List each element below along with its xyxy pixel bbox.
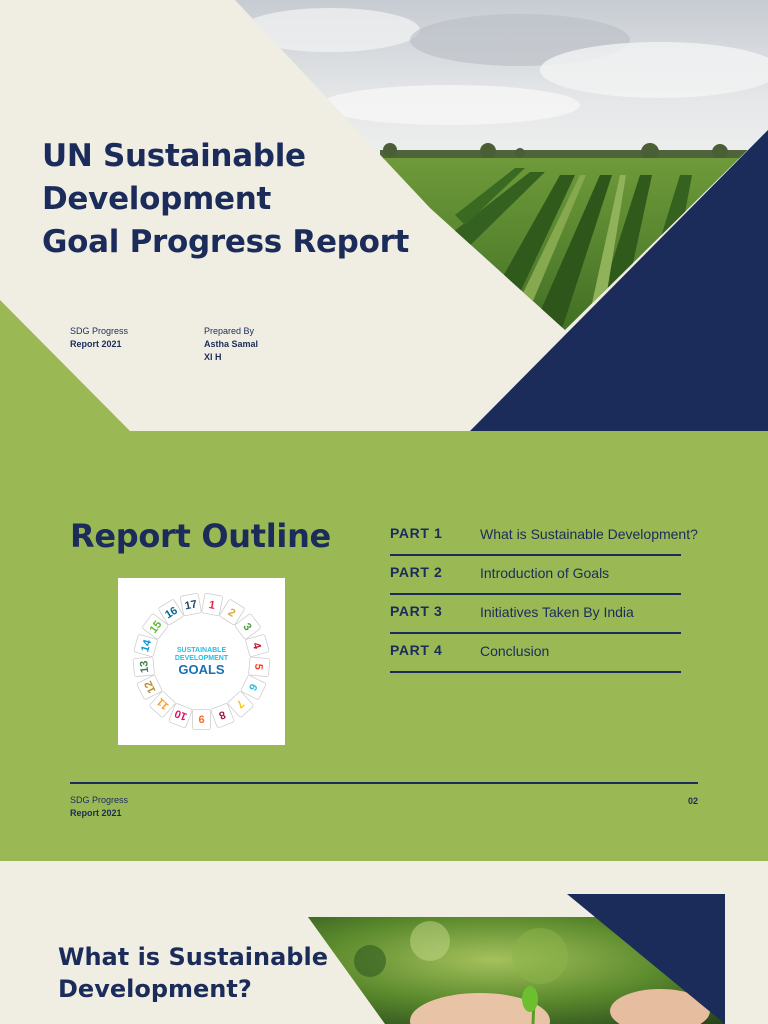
section-heading: What is Sustainable Development? (58, 941, 328, 1005)
author-class: XI H (204, 352, 222, 362)
part-label: PART 3 (390, 603, 443, 619)
outline-list: PART 1 What is Sustainable Development? … (390, 517, 750, 673)
sdg-tile (168, 703, 193, 728)
sdg-tile (248, 656, 271, 677)
sdg-number: 8 (217, 708, 227, 721)
sdg-number: 16 (163, 605, 180, 622)
title-line-3: Goal Progress Report (42, 224, 410, 260)
part-label: PART 1 (390, 525, 443, 541)
sdg-number: 4 (250, 641, 263, 651)
sdg-tile (240, 675, 267, 700)
section-heading-line1: What is Sustainable (58, 943, 328, 971)
part-label: PART 4 (390, 642, 443, 658)
footer-meta: SDG Progress Report 2021 (70, 794, 128, 820)
sdg-number: 15 (148, 619, 165, 636)
outline-item-part-2[interactable]: PART 2 Introduction of Goals (390, 556, 750, 595)
cover-meta-left: SDG Progress Report 2021 (70, 325, 128, 351)
footer-line2: Report 2021 (70, 808, 122, 818)
sdg-tile (132, 656, 155, 677)
sdg-number: 2 (226, 606, 238, 619)
outline-heading: Report Outline (70, 517, 331, 555)
report-title: UN Sustainable Development Goal Progress… (42, 135, 409, 264)
sdg-tile (180, 592, 202, 617)
sdg-tile (234, 613, 261, 640)
sdg-tile (133, 634, 158, 657)
divider (390, 593, 681, 595)
meta-left-line2: Report 2021 (70, 339, 122, 349)
sdg-tile (219, 599, 245, 626)
sdg-tile (227, 691, 254, 718)
sdg-number: 9 (198, 713, 204, 725)
sdg-wheel-image: 1 2 3 4 5 6 7 8 9 10 11 12 13 14 15 16 17 SUSTAINABLE DE… (118, 578, 285, 745)
sdg-number: 6 (246, 681, 259, 692)
footer-rule (70, 782, 698, 784)
part-title: What is Sustainable Development? (480, 526, 698, 542)
title-line-2: Development (42, 181, 272, 217)
sdg-tile (210, 703, 235, 728)
seedling-photo (308, 894, 725, 1024)
meta-left-line1: SDG Progress (70, 326, 129, 336)
sdg-tile (142, 613, 169, 640)
sdg-number: 14 (139, 638, 154, 654)
sdg-tile (192, 709, 211, 730)
section-heading-line2: Development? (58, 975, 252, 1003)
outline-page: Report Outline 1 2 3 4 5 6 7 8 9 10 11 12 13 14 15 16 17… (0, 431, 768, 861)
page-number: 02 (687, 796, 698, 806)
sdg-number: 10 (173, 707, 189, 723)
part-title: Conclusion (480, 643, 550, 659)
cover-meta-right: Prepared By Astha Samal XI H (204, 325, 258, 364)
sdg-tile (149, 691, 176, 718)
divider (390, 671, 681, 673)
prepared-by-label: Prepared By (204, 326, 255, 336)
part-label: PART 2 (390, 564, 443, 580)
wheel-center-line3: GOALS (178, 662, 225, 677)
sdg-tile (245, 634, 270, 657)
sdg-number: 1 (208, 599, 216, 612)
part-title: Initiatives Taken By India (480, 604, 634, 620)
divider (390, 632, 681, 634)
divider (390, 554, 681, 556)
sdg-tile (201, 592, 223, 617)
sdg-tile (158, 599, 184, 626)
author-name: Astha Samal (204, 339, 259, 349)
sdg-number: 13 (138, 660, 151, 673)
section-page: What is Sustainable Development? (0, 861, 768, 1024)
sdg-number: 17 (184, 598, 198, 612)
sdg-tile (136, 675, 163, 700)
outline-item-part-3[interactable]: PART 3 Initiatives Taken By India (390, 595, 750, 634)
vineyard-photo (0, 0, 768, 431)
part-title: Introduction of Goals (480, 565, 610, 581)
wheel-center-line1: SUSTAINABLE (177, 647, 227, 654)
cover-page: UN Sustainable Development Goal Progress… (0, 0, 768, 431)
title-line-1: UN Sustainable (42, 138, 306, 174)
wheel-center-line2: DEVELOPMENT (175, 655, 229, 662)
footer-line1: SDG Progress (70, 795, 129, 805)
outline-item-part-4[interactable]: PART 4 Conclusion (390, 634, 750, 673)
outline-item-part-1[interactable]: PART 1 What is Sustainable Development? (390, 517, 750, 556)
sdg-number: 5 (252, 663, 265, 670)
sdg-number: 12 (142, 679, 158, 695)
